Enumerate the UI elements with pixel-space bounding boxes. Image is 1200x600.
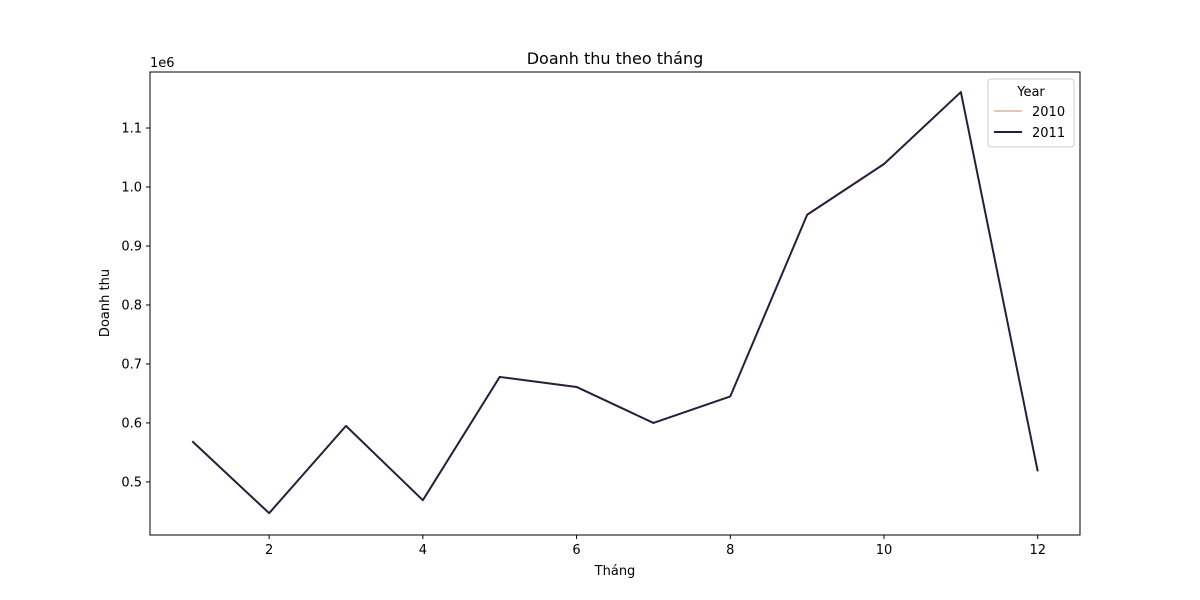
y-axis: 0.5 0.6 0.7 0.8 0.9 1.0 1.1 <box>121 122 150 490</box>
legend-entry-2011: 2011 <box>1032 126 1065 141</box>
legend-title: Year <box>1016 85 1045 100</box>
x-axis-label: Tháng <box>594 564 636 579</box>
y-tick-label: 0.9 <box>121 239 142 254</box>
x-tick-label: 10 <box>876 543 893 558</box>
y-axis-offset-label: 1e6 <box>150 56 175 71</box>
chart-title: Doanh thu theo tháng <box>527 49 704 68</box>
y-tick-label: 0.7 <box>121 357 142 372</box>
x-tick-label: 4 <box>419 543 427 558</box>
y-tick-label: 1.0 <box>121 181 142 196</box>
y-tick-label: 0.5 <box>121 475 142 490</box>
plot-area-frame <box>149 71 1081 536</box>
x-tick-label: 12 <box>1029 543 1046 558</box>
x-axis: 2 4 6 8 10 12 <box>265 535 1046 558</box>
legend: Year 2010 2011 <box>987 78 1075 148</box>
legend-entry-2010: 2010 <box>1032 105 1065 120</box>
y-tick-label: 0.6 <box>121 416 142 431</box>
series-layer <box>191 91 1039 515</box>
x-tick-label: 2 <box>265 543 273 558</box>
x-tick-label: 8 <box>726 543 734 558</box>
y-axis-label: Doanh thu <box>98 269 113 337</box>
y-tick-label: 0.8 <box>121 298 142 313</box>
y-tick-label: 1.1 <box>121 122 142 137</box>
legend-box <box>987 78 1075 148</box>
x-tick-label: 6 <box>572 543 580 558</box>
series-line-2011 <box>191 91 1039 515</box>
